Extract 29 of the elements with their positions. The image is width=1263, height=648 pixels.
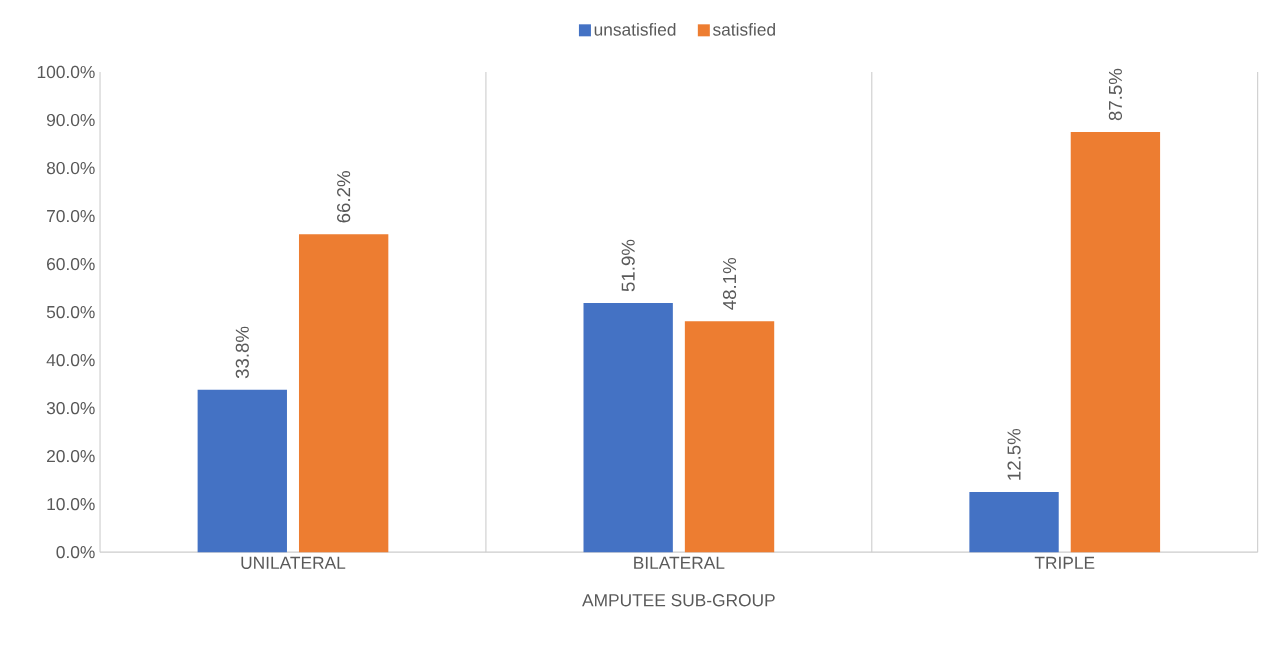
y-tick-label: 60.0% bbox=[47, 257, 95, 271]
y-tick-label: 40.0% bbox=[46, 353, 95, 367]
data-label: 51.9% bbox=[621, 239, 635, 292]
x-tick-label: UNILATERAL bbox=[241, 556, 346, 569]
data-label: 12.5% bbox=[1007, 428, 1021, 480]
data-label: 66.2% bbox=[337, 171, 351, 223]
bar bbox=[969, 492, 1059, 553]
data-label: 48.1% bbox=[722, 257, 737, 310]
x-tick-label: BILATERAL bbox=[634, 556, 725, 569]
legend-label: satisfied bbox=[712, 22, 775, 36]
bar bbox=[298, 234, 389, 553]
y-tick-label: 90.0% bbox=[46, 113, 95, 127]
y-tick-label: 50.0% bbox=[46, 305, 95, 319]
y-tick-label: 100.0% bbox=[37, 65, 95, 79]
y-tick-label: 30.0% bbox=[46, 401, 95, 415]
y-tick-label: 10.0% bbox=[47, 497, 95, 511]
y-tick-label: 70.0% bbox=[47, 209, 95, 223]
bar bbox=[1070, 131, 1161, 553]
legend-label: unsatisfied bbox=[594, 22, 676, 36]
bar bbox=[197, 389, 287, 553]
y-tick-label: 80.0% bbox=[46, 161, 95, 175]
y-tick-label: 20.0% bbox=[47, 449, 95, 463]
data-label: 33.8% bbox=[235, 326, 249, 379]
x-axis-title: AMPUTEE SUB-GROUP bbox=[582, 594, 775, 607]
x-tick-label: TRIPLE bbox=[1034, 556, 1095, 569]
y-tick-label: 0.0% bbox=[56, 545, 95, 559]
data-label: 87.5% bbox=[1108, 68, 1123, 121]
bar bbox=[583, 302, 673, 553]
bar bbox=[684, 321, 775, 553]
